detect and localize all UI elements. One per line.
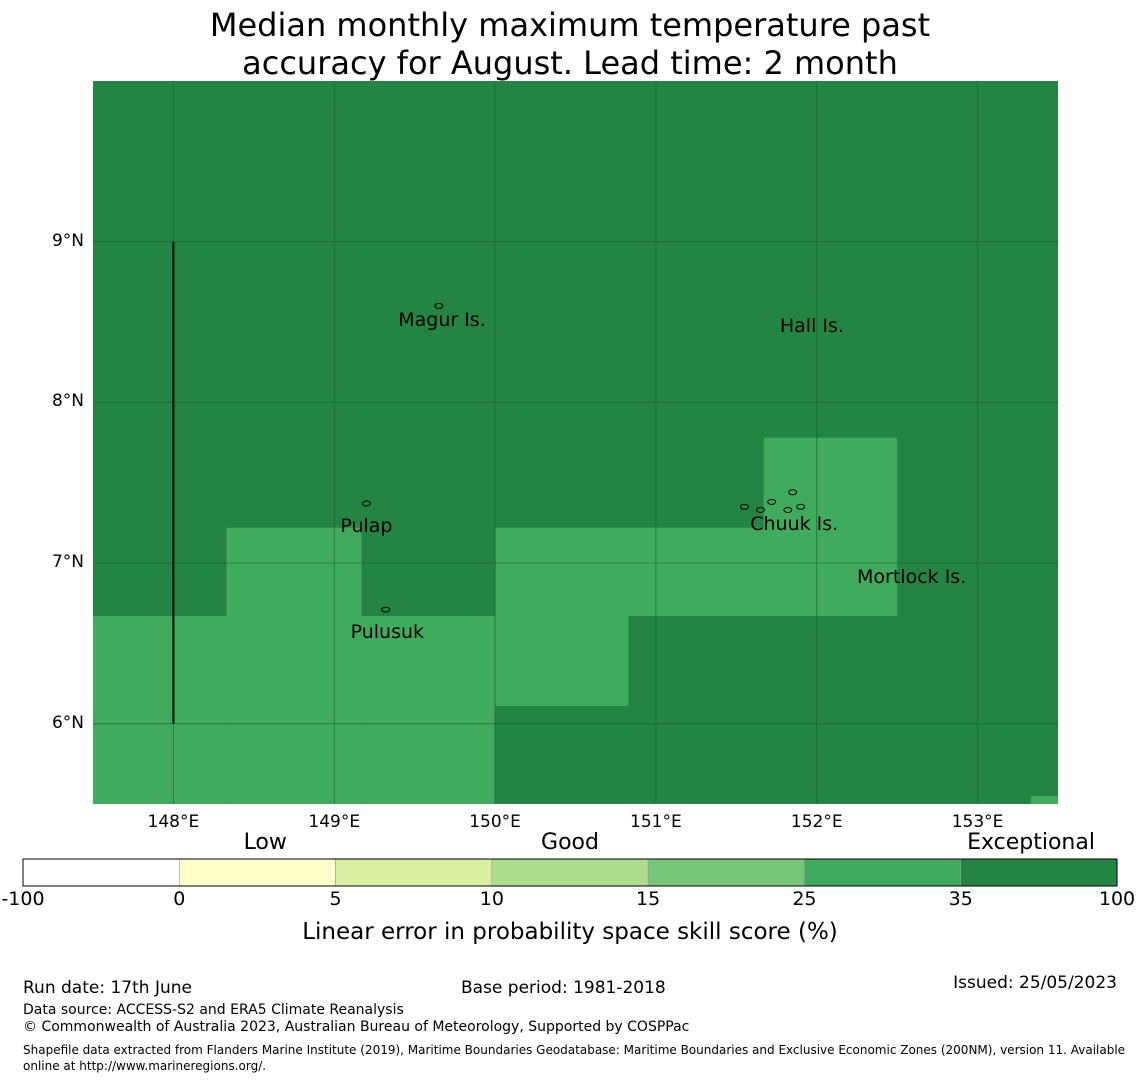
colorbar-tick-label: 10 [479,888,504,910]
island-outline-2 [381,606,391,613]
colorbar-frame [22,858,1118,887]
island-outline-8 [796,503,806,510]
island-outline-0 [434,302,444,309]
colorbar-segment-4 [647,858,805,887]
base-period: Base period: 1981-2018 [461,978,666,998]
colorbar-label: Linear error in probability space skill … [302,919,838,945]
skill-region-5 [763,437,898,617]
colorbar-category-label: Good [541,830,599,855]
lat-tick-label: 8°N [51,391,84,412]
island-outline-3 [739,503,749,510]
place-label: Pulusuk [350,620,425,643]
skill-region-1 [226,527,362,804]
place-label: Mortlock Is. [857,566,967,589]
skill-region-3 [495,527,629,706]
lon-tick-label: 153°E [951,812,1004,832]
colorbar-segment-3 [491,858,649,887]
colorbar-segment-1 [178,858,336,887]
lat-tick-label: 6°N [51,712,84,733]
colorbar-tick-label: 0 [173,888,186,910]
colorbar-category-label: Low [243,830,287,855]
lat-tick-label: 9°N [51,230,84,251]
colorbar-segment-6 [960,858,1118,887]
colorbar-tick-label: 100 [1098,888,1136,910]
colorbar-tick-label: -100 [1,888,45,910]
skill-region-6 [1030,795,1058,804]
colorbar-category-label: Exceptional [967,830,1095,855]
island-outline-7 [788,489,798,496]
island-outline-4 [755,506,765,513]
lon-tick-label: 148°E [147,812,200,832]
copyright: © Commonwealth of Australia 2023, Austra… [23,1019,690,1035]
lon-tick-label: 149°E [308,812,361,832]
issued-date: Issued: 25/05/2023 [953,973,1117,993]
data-source: Data source: ACCESS-S2 and ERA5 Climate … [23,1002,404,1018]
skill-region-4 [628,527,764,617]
run-date: Run date: 17th June [23,978,192,998]
colorbar-segment-0 [22,858,180,887]
island-outline-6 [783,506,793,513]
skill-region-0 [93,616,227,804]
colorbar-tick-label: 5 [329,888,342,910]
lon-tick-label: 152°E [790,812,843,832]
place-label: Magur Is. [398,309,486,331]
map-title-line-1: Median monthly maximum temperature past [209,6,931,44]
lon-tick-label: 151°E [630,812,682,832]
island-outline-5 [767,498,777,505]
colorbar-tick-label: 15 [636,888,661,910]
colorbar-segment-5 [804,858,962,887]
lat-tick-label: 7°N [51,552,84,572]
skill-region-2 [361,616,496,804]
colorbar-tick-label: 25 [792,888,817,910]
shapefile-credit: Shapefile data extracted from Flanders M… [23,1043,1126,1073]
place-label: Chuuk Is. [750,513,839,536]
island-outline-1 [361,500,371,507]
colorbar-segment-2 [335,858,493,887]
place-label: Hall Is. [779,315,844,338]
colorbar-tick-label: 35 [948,888,973,910]
map-title-line-2: accuracy for August. Lead time: 2 month [242,44,898,82]
place-label: Pulap [340,514,393,537]
lon-tick-label: 150°E [469,812,521,832]
